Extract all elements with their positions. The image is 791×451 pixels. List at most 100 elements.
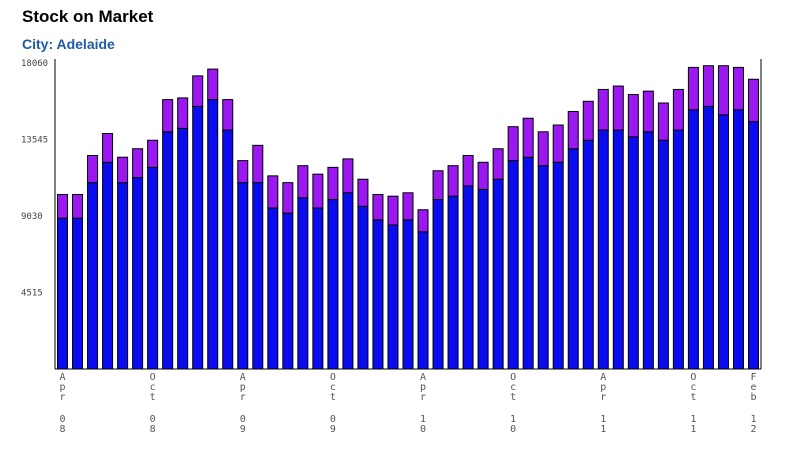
page-subtitle: City: Adelaide — [22, 36, 115, 52]
bar-upper-segment — [657, 102, 669, 141]
bar-lower-segment — [177, 127, 189, 370]
x-tick-char: c — [510, 382, 516, 393]
x-tick-char: t — [150, 392, 156, 403]
x-tick-char: 0 — [510, 424, 516, 435]
bar-upper-segment — [207, 68, 219, 101]
bar-lower-segment — [642, 131, 654, 370]
bar-upper-segment — [312, 173, 324, 209]
y-tick-label: 13545 — [21, 136, 48, 146]
bar-upper-segment — [177, 97, 189, 129]
bar-upper-segment — [267, 175, 279, 209]
bar-upper-segment — [357, 178, 369, 207]
bar-lower-segment — [147, 166, 159, 370]
x-tick-label: Oct 08 — [150, 372, 156, 435]
x-tick-char: A — [600, 372, 606, 383]
bar-lower-segment — [747, 121, 759, 370]
y-tick-label: 9030 — [21, 212, 43, 222]
bar-upper-segment — [237, 160, 249, 184]
x-tick-char: 0 — [150, 414, 156, 425]
x-tick-label: Apr 11 — [600, 372, 606, 435]
bar-upper-segment — [462, 155, 474, 187]
x-tick-label: Apr 09 — [240, 372, 246, 435]
bar-lower-segment — [282, 212, 294, 370]
x-tick-char: 1 — [600, 424, 606, 435]
bar-lower-segment — [567, 148, 579, 370]
x-tick-char: p — [420, 382, 426, 393]
x-tick-label: Feb 12 — [750, 372, 756, 435]
bar-lower-segment — [252, 182, 264, 370]
bar-upper-segment — [57, 193, 69, 219]
bar-lower-segment — [447, 195, 459, 370]
bar-lower-segment — [402, 219, 414, 370]
bar-lower-segment — [132, 177, 144, 370]
bar-lower-segment — [162, 131, 174, 370]
bar-lower-segment — [207, 99, 219, 370]
bar-upper-segment — [402, 192, 414, 221]
bar-lower-segment — [357, 205, 369, 370]
x-tick-char: c — [330, 382, 336, 393]
x-tick-char: p — [600, 382, 606, 393]
x-tick-char: r — [420, 392, 426, 403]
bar-lower-segment — [432, 199, 444, 370]
bar-lower-segment — [372, 219, 384, 370]
x-tick-char: 1 — [600, 414, 606, 425]
x-tick-char: 8 — [150, 424, 156, 435]
bar-lower-segment — [477, 188, 489, 370]
bar-upper-segment — [387, 195, 399, 226]
x-tick-char: 1 — [420, 414, 426, 425]
bar-upper-segment — [672, 88, 684, 131]
x-tick-char: 0 — [330, 414, 336, 425]
bar-upper-segment — [597, 88, 609, 131]
x-tick-char: t — [330, 392, 336, 403]
x-tick-char: 0 — [59, 414, 65, 425]
bar-lower-segment — [117, 182, 129, 370]
bar-upper-segment — [717, 65, 729, 116]
x-tick-char: b — [750, 392, 756, 403]
bar-lower-segment — [732, 109, 744, 370]
bar-upper-segment — [432, 170, 444, 201]
x-tick-label: Oct 09 — [330, 372, 336, 435]
page-title: Stock on Market — [22, 7, 154, 26]
x-tick-char: p — [59, 382, 65, 393]
bar-upper-segment — [642, 90, 654, 133]
bar-lower-segment — [552, 161, 564, 370]
x-tick-label: Apr 08 — [59, 372, 65, 435]
x-tick-label: Oct 11 — [690, 372, 696, 435]
y-tick-label: 4515 — [21, 289, 43, 299]
x-tick-char: 0 — [420, 424, 426, 435]
x-tick-char: O — [690, 372, 696, 383]
bar-lower-segment — [687, 109, 699, 370]
bar-upper-segment — [72, 193, 84, 219]
bar-upper-segment — [327, 166, 339, 201]
bar-upper-segment — [507, 126, 519, 162]
bar-lower-segment — [582, 139, 594, 370]
x-tick-char: t — [690, 392, 696, 403]
bar-lower-segment — [342, 192, 354, 370]
bar-upper-segment — [552, 124, 564, 163]
x-tick-char: c — [150, 382, 156, 393]
x-tick-char: A — [420, 372, 426, 383]
bar-lower-segment — [57, 217, 69, 370]
bar-upper-segment — [117, 156, 129, 184]
x-tick-char: 9 — [330, 424, 336, 435]
bar-upper-segment — [372, 193, 384, 221]
bar-upper-segment — [747, 78, 759, 123]
bar-lower-segment — [627, 136, 639, 370]
x-tick-label: Oct 10 — [510, 372, 516, 435]
x-tick-char: r — [600, 392, 606, 403]
x-tick-char: O — [330, 372, 336, 383]
bar-lower-segment — [237, 182, 249, 370]
bar-lower-segment — [597, 129, 609, 370]
x-tick-char: F — [750, 372, 756, 383]
x-tick-char: 9 — [240, 424, 246, 435]
bar-lower-segment — [717, 114, 729, 370]
bar-upper-segment — [192, 75, 204, 107]
bar-lower-segment — [267, 207, 279, 370]
x-tick-char: 1 — [690, 414, 696, 425]
bar-upper-segment — [492, 148, 504, 180]
bar-upper-segment — [132, 148, 144, 179]
bar-lower-segment — [87, 182, 99, 370]
bar-upper-segment — [297, 165, 309, 199]
bar-lower-segment — [297, 197, 309, 370]
bar-upper-segment — [102, 132, 114, 163]
